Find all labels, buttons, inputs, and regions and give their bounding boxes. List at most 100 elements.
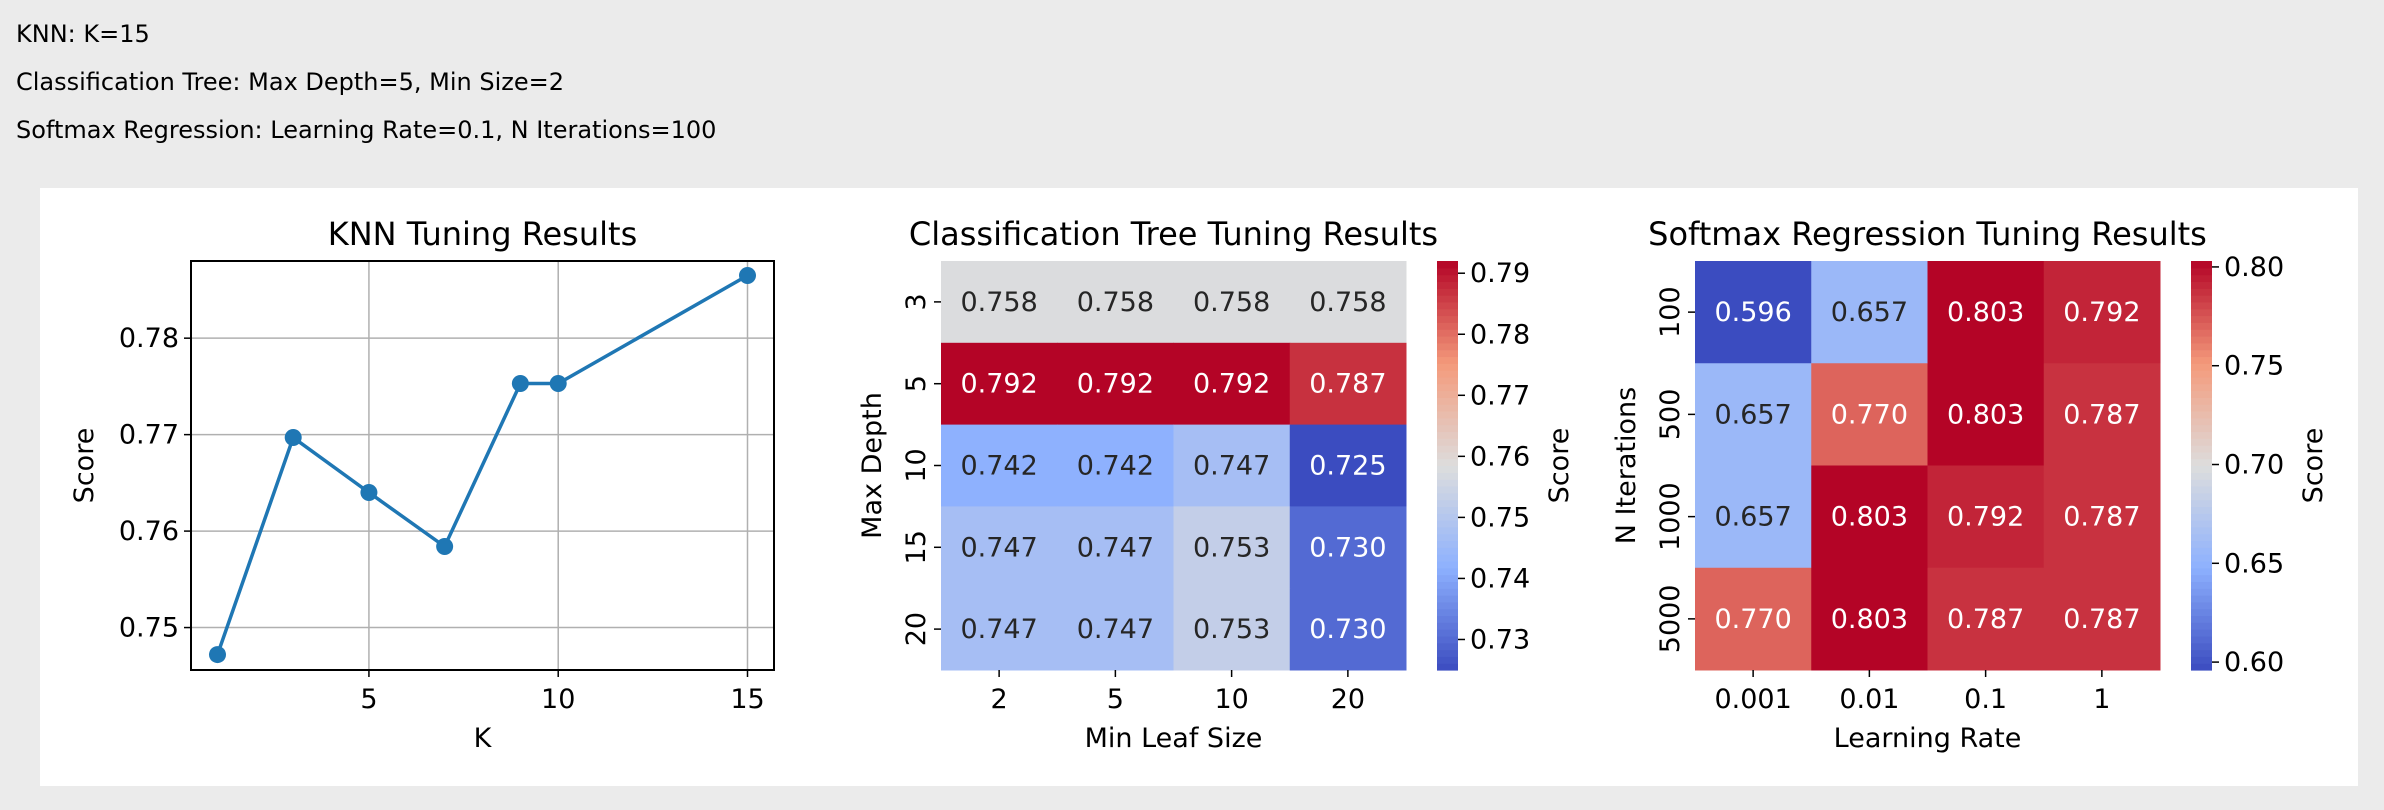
tree-cell-2-1 (1057, 424, 1174, 507)
softmax-xtick-label-1: 0.01 (1839, 684, 1899, 715)
tree-colorbar-segment-48 (1437, 335, 1458, 344)
tree-cell-label-1-2: 0.792 (1193, 369, 1270, 400)
tree-colorbar-segment-16 (1437, 554, 1458, 562)
softmax-cell-0-2 (1927, 261, 2045, 364)
tree-cell-2-2 (1173, 424, 1291, 507)
softmax-colorbar-segment-58 (2191, 267, 2212, 276)
softmax-colorbar-segment-20 (2191, 526, 2212, 535)
tree-colorbar-segment-20 (1437, 526, 1458, 535)
tree-xtick-label-1: 5 (1107, 684, 1124, 715)
tree-colorbar-segment-41 (1437, 383, 1458, 392)
softmax-cell-label-1-3: 0.787 (2063, 399, 2140, 430)
softmax-colorbar-segment-37 (2191, 410, 2212, 419)
softmax-colorbar-segment-38 (2191, 404, 2212, 412)
softmax-ytick-label-1: 500 (1655, 389, 1686, 441)
softmax-colorbar-segment-14 (2191, 567, 2212, 576)
softmax-cell-0-0 (1695, 261, 1812, 364)
tree-colorbar-segment-4 (1437, 635, 1458, 644)
tree-cell-0-1 (1057, 261, 1174, 344)
tree-cell-label-2-1: 0.742 (1077, 451, 1154, 482)
knn-point-1 (284, 429, 302, 447)
softmax-colorbar-segment-51 (2191, 315, 2212, 323)
tree-ytick-label-3: 15 (901, 530, 932, 564)
tree-ytick-label-0: 3 (901, 293, 932, 310)
tree-cell-1-0 (941, 342, 1058, 426)
softmax-colorbar-tick-label-1: 0.65 (2224, 548, 2284, 579)
summary-line-softmax: Softmax Regression: Learning Rate=0.1, N… (16, 116, 717, 144)
tree-colorbar-segment-11 (1437, 588, 1458, 596)
softmax-cell-2-2 (1927, 465, 2045, 569)
softmax-colorbar-segment-10 (2191, 595, 2212, 603)
softmax-colorbar-segment-33 (2191, 438, 2212, 446)
softmax-cell-3-3 (2043, 567, 2161, 671)
softmax-colorbar-segment-16 (2191, 554, 2212, 562)
softmax-cell-label-0-2: 0.803 (1947, 297, 2024, 328)
tree-cell-label-0-0: 0.758 (960, 287, 1037, 318)
tree-colorbar-segment-26 (1437, 485, 1458, 494)
knn-point-2 (360, 484, 378, 502)
softmax-colorbar-segment-9 (2191, 601, 2212, 610)
tree-colorbar-label: Score (1544, 428, 1575, 504)
tree-colorbar-segment-6 (1437, 622, 1458, 630)
tree-cell-4-0 (941, 588, 1058, 671)
knn-point-4 (511, 375, 529, 393)
softmax-cell-label-1-2: 0.803 (1947, 399, 2024, 430)
tree-colorbar-segment-8 (1437, 608, 1458, 617)
tree-colorbar-tick-label-0: 0.73 (1470, 624, 1530, 655)
softmax-colorbar-segment-0 (2191, 663, 2212, 671)
softmax-cell-label-1-0: 0.657 (1714, 399, 1791, 430)
knn-axes-frame (190, 260, 775, 671)
softmax-colorbar-tick-label-3: 0.75 (2224, 351, 2284, 382)
softmax-colorbar-segment-56 (2191, 281, 2212, 289)
softmax-cell-2-1 (1811, 465, 1928, 569)
knn-xtick-label-2: 15 (730, 684, 764, 715)
softmax-colorbar-segment-52 (2191, 308, 2212, 317)
softmax-colorbar-segment-43 (2191, 370, 2212, 378)
tree-colorbar-segment-47 (1437, 342, 1458, 351)
tree-cell-label-2-2: 0.747 (1193, 451, 1270, 482)
softmax-colorbar-segment-23 (2191, 506, 2212, 514)
softmax-colorbar-segment-7 (2191, 615, 2212, 623)
softmax-colorbar-segment-57 (2191, 274, 2212, 283)
tree-cell-label-1-0: 0.792 (960, 369, 1037, 400)
tree-cell-label-0-2: 0.758 (1193, 287, 1270, 318)
tree-xtick-label-0: 2 (991, 684, 1008, 715)
knn-y-axis-label: Score (69, 428, 100, 504)
softmax-colorbar-segment-49 (2191, 329, 2212, 337)
softmax-colorbar-segment-46 (2191, 349, 2212, 358)
tree-cell-label-4-0: 0.747 (960, 614, 1037, 645)
tree-colorbar-tick-label-4: 0.77 (1470, 380, 1530, 411)
tree-cell-2-3 (1289, 424, 1407, 507)
softmax-cell-0-3 (2043, 261, 2161, 364)
tree-colorbar-segment-0 (1437, 663, 1458, 671)
softmax-cell-2-0 (1695, 465, 1812, 569)
softmax-xtick-label-2: 0.1 (1964, 684, 2007, 715)
tree-cell-1-3 (1289, 342, 1407, 426)
softmax-cell-label-2-0: 0.657 (1714, 502, 1791, 533)
tree-colorbar-segment-49 (1437, 329, 1458, 337)
knn-series-line (215, 273, 749, 656)
tree-colorbar-segment-13 (1437, 574, 1458, 582)
tree-colorbar-segment-18 (1437, 540, 1458, 548)
tree-cell-label-3-2: 0.753 (1193, 532, 1270, 563)
softmax-colorbar-segment-19 (2191, 533, 2212, 542)
tree-colorbar-tick-label-6: 0.79 (1470, 258, 1530, 289)
knn-xtick-label-0: 5 (360, 684, 377, 715)
softmax-ytick-label-2: 1000 (1655, 482, 1686, 551)
softmax-cell-label-0-0: 0.596 (1714, 297, 1791, 328)
softmax-colorbar-segment-2 (2191, 649, 2212, 657)
tree-xtick-label-2: 10 (1214, 684, 1248, 715)
tree-colorbar-segment-1 (1437, 656, 1458, 664)
tree-colorbar-segment-23 (1437, 506, 1458, 514)
softmax-colorbar-tick-label-0: 0.60 (2224, 647, 2284, 678)
tree-cell-0-3 (1289, 261, 1407, 344)
softmax-colorbar-segment-50 (2191, 322, 2212, 330)
tree-cell-label-4-1: 0.747 (1077, 614, 1154, 645)
tree-colorbar-segment-51 (1437, 315, 1458, 323)
tree-colorbar-segment-25 (1437, 492, 1458, 501)
tree-cell-3-3 (1289, 506, 1407, 589)
softmax-colorbar-segment-28 (2191, 472, 2212, 480)
tree-chart-title: Classification Tree Tuning Results (909, 215, 1438, 253)
softmax-colorbar-segment-53 (2191, 301, 2212, 310)
